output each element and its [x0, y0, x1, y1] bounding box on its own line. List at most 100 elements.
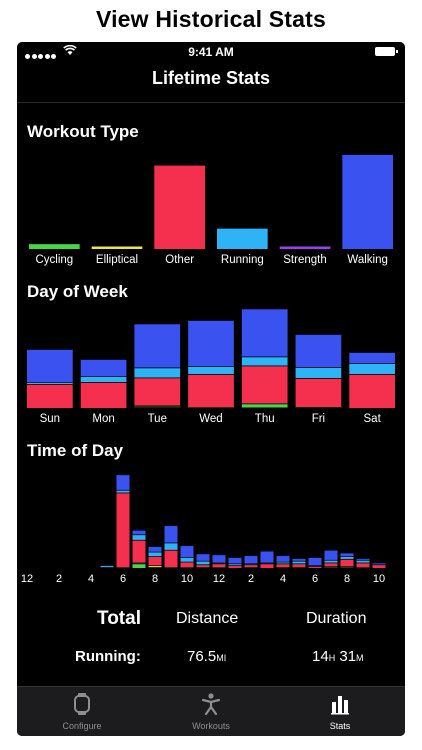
bar-mon-1-running	[80, 376, 127, 382]
bar-other	[154, 165, 205, 249]
segment-divider-10-other	[180, 561, 194, 563]
segment-divider-1-running	[80, 376, 127, 377]
duration-header: Duration	[306, 610, 367, 627]
tick-label-8-4: 8	[152, 573, 158, 585]
segment-divider-2-cycling	[134, 406, 181, 408]
tick-label-sun: Sun	[40, 413, 60, 425]
status-time: 9:41 AM	[188, 45, 234, 59]
segment-divider-22-walking	[372, 562, 386, 564]
bar-5-17-running	[292, 560, 306, 564]
bar-mon-1-walking	[80, 359, 127, 376]
bar-7-7-other	[132, 539, 146, 563]
tab-configure[interactable]: Configure	[27, 687, 137, 736]
nav-divider	[17, 102, 405, 103]
bar-1-13-other	[228, 565, 242, 568]
bar-8-20-walking	[340, 552, 354, 557]
segment-divider-2-running	[134, 367, 181, 369]
segment-divider-3-elliptical	[188, 407, 234, 408]
segment-divider-8-cycling	[148, 567, 162, 568]
segment-divider-1-other	[80, 382, 127, 383]
segment-divider-19-running	[324, 559, 338, 561]
segment-divider-0-walking	[27, 349, 73, 350]
segment-divider-6-other	[349, 374, 395, 375]
tick-label-2-7: 2	[248, 573, 254, 585]
bar-8-8-running	[148, 551, 162, 557]
tab-stats-label: Stats	[329, 721, 351, 731]
tick-label-6-3: 6	[120, 573, 126, 585]
tab-workouts[interactable]: Workouts	[156, 687, 266, 736]
segment-divider-13-other	[228, 565, 242, 567]
day-of-week-chart: Sun Mon Tue Wed Thu Fri Sat	[27, 308, 395, 425]
segment-divider-2-walking	[134, 323, 181, 325]
bar-8-8-elliptical	[148, 565, 162, 568]
bar-sun-0-other	[27, 384, 73, 408]
bar-wed-3-running	[188, 366, 234, 374]
segment-divider-13-running	[228, 563, 242, 565]
segment-divider-3-running	[188, 366, 234, 367]
bar-8-20-running	[340, 556, 354, 559]
bar-7-19-running	[324, 559, 338, 563]
bar-7-19-walking	[324, 549, 338, 560]
segment-divider-6-other	[116, 492, 130, 494]
tick-label-sat: Sat	[364, 413, 382, 425]
distance-header: Distance	[176, 610, 239, 627]
running-duration: 14H 31M	[312, 648, 364, 665]
segment-divider-11-cycling	[196, 567, 210, 568]
segment-divider-20-other	[340, 558, 354, 560]
segment-divider-19-elliptical	[324, 566, 338, 567]
segment-divider-10-running	[180, 557, 194, 558]
segment-divider-5-other	[100, 567, 114, 568]
tick-label-12-0: 12	[21, 573, 33, 585]
segment-divider-17-other	[292, 563, 306, 565]
bar-12-12-other	[212, 563, 226, 568]
totals-panel: Total Distance Duration Running: 76.5MI …	[17, 600, 405, 670]
bar-11-11-other	[196, 564, 210, 568]
bar-strength	[279, 246, 331, 249]
bar-sat-6-running	[349, 363, 395, 374]
segment-divider-9-walking	[164, 525, 178, 527]
bar-1-13-running	[228, 563, 242, 566]
status-bar: 9:41 AM	[17, 42, 405, 62]
segment-divider-4-other	[241, 365, 288, 367]
bar-11-11-walking	[196, 553, 210, 561]
tab-configure-label: Configure	[62, 721, 102, 731]
segment-divider-2-elliptical	[134, 405, 181, 407]
tab-workouts-label: Workouts	[192, 721, 230, 731]
segment-divider-7-other	[132, 539, 146, 541]
segment-divider-4-strength	[241, 407, 288, 409]
segment-divider-8-elliptical	[148, 565, 162, 567]
segment-divider-16-walking	[276, 555, 290, 557]
segment-divider-19-other	[324, 562, 338, 564]
segment-divider-18-walking	[308, 557, 322, 558]
segment-divider-20-running	[340, 556, 354, 557]
segment-divider-8-walking	[148, 546, 162, 547]
tick-label-4-2: 4	[88, 573, 94, 585]
tick-label-cycling: Cycling	[35, 254, 73, 266]
bar-tue-2-running	[134, 367, 181, 378]
segment-divider-1-walking	[80, 359, 127, 360]
tick-label-8-10: 8	[344, 573, 350, 585]
segment-divider-7-running	[132, 534, 146, 536]
bar-sat-6-walking	[349, 352, 395, 363]
time-of-day-chart: 12 2 4 6 8 10 12 2 4 6 8 10	[21, 474, 386, 585]
bar-9-9-walking	[164, 525, 178, 543]
signal-icon	[25, 48, 58, 62]
segment-divider-12-running	[212, 562, 226, 564]
tick-label-fri: Fri	[312, 413, 325, 425]
segment-divider-20-cycling	[340, 567, 354, 568]
bar-2-14-other	[244, 564, 258, 568]
segment-divider-19-cycling	[324, 567, 338, 568]
segment-divider-14-other	[244, 564, 258, 566]
tick-label-mon: Mon	[92, 413, 114, 425]
tab-stats[interactable]: Stats	[285, 687, 395, 736]
segment-divider-21-walking	[356, 558, 370, 559]
bar-wed-3-walking	[188, 320, 234, 366]
segment-divider-21-other	[356, 562, 370, 564]
bar-11-11-running	[196, 560, 210, 565]
segment-divider-17-cycling	[292, 567, 306, 568]
tick-label-4-8: 4	[280, 573, 286, 585]
wifi-icon	[63, 45, 77, 55]
bar-4-16-walking	[276, 555, 290, 562]
segment-divider-4-walking	[241, 308, 288, 310]
segment-divider-5-cycling	[295, 407, 342, 408]
